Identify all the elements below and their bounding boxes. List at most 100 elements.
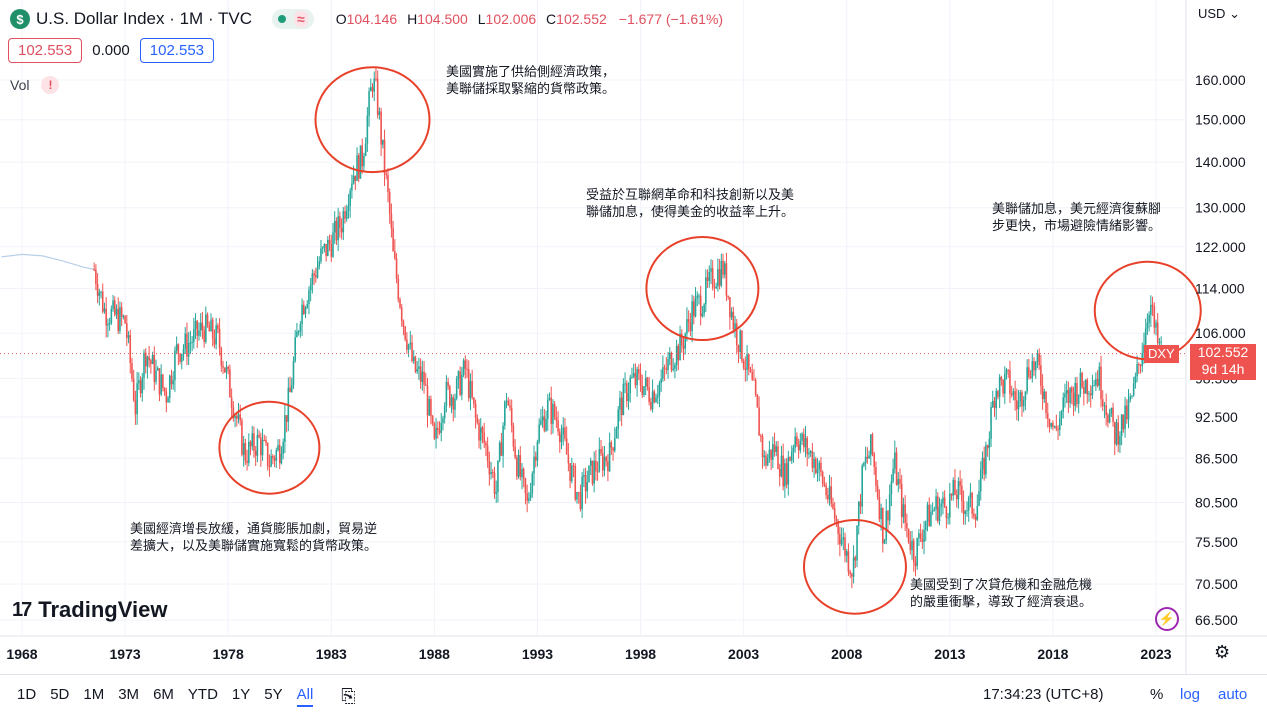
- candle: [892, 458, 894, 484]
- candle: [497, 460, 499, 503]
- candle: [589, 457, 592, 476]
- log-scale-toggle[interactable]: log: [1180, 686, 1201, 703]
- candle: [528, 491, 530, 504]
- candle: [883, 538, 886, 545]
- candle: [694, 287, 697, 318]
- range-1y[interactable]: 1Y: [231, 686, 251, 703]
- range-1d[interactable]: 1D: [17, 686, 37, 703]
- tradingview-mark-icon: 17: [12, 598, 32, 621]
- candle: [1107, 412, 1109, 428]
- range-3m[interactable]: 3M: [118, 686, 140, 703]
- candle: [809, 450, 812, 457]
- candle: [1072, 386, 1075, 416]
- candle: [318, 256, 321, 270]
- candle: [1081, 371, 1083, 389]
- candle: [967, 495, 970, 522]
- candle: [493, 466, 496, 499]
- candle: [440, 412, 443, 442]
- range-ytd[interactable]: YTD: [187, 686, 218, 703]
- candle: [122, 314, 125, 320]
- candle: [357, 153, 360, 183]
- candle: [1012, 388, 1015, 401]
- range-5d[interactable]: 5D: [50, 686, 70, 703]
- symbol-title[interactable]: U.S. Dollar Index · 1M · TVC: [36, 9, 253, 28]
- candle: [546, 393, 549, 431]
- percent-toggle[interactable]: %: [1150, 686, 1164, 703]
- candle: [375, 67, 377, 82]
- candle: [376, 70, 379, 119]
- candle: [746, 345, 748, 382]
- candle: [265, 435, 267, 446]
- volume-indicator[interactable]: Vol !: [10, 76, 60, 94]
- candle: [789, 456, 791, 462]
- candle: [677, 343, 680, 371]
- range-6m[interactable]: 6M: [153, 686, 174, 703]
- candle: [182, 344, 185, 361]
- candle: [378, 107, 381, 120]
- candle: [687, 310, 690, 333]
- candle: [674, 362, 676, 379]
- candle: [1110, 407, 1113, 418]
- calendar-icon[interactable]: ⎘: [341, 686, 356, 706]
- candle: [957, 477, 960, 509]
- candle: [1095, 372, 1097, 391]
- candle: [249, 440, 252, 456]
- currency-selector[interactable]: USD ⌄: [1198, 6, 1240, 22]
- warning-icon[interactable]: !: [41, 76, 60, 94]
- candle: [382, 139, 384, 149]
- candle: [766, 453, 769, 467]
- candle: [256, 428, 259, 463]
- candle: [232, 401, 235, 422]
- x-tick-label: 1998: [625, 646, 656, 662]
- candle: [1017, 390, 1020, 422]
- candle: [650, 397, 652, 411]
- buy-price-button[interactable]: 102.553: [139, 38, 215, 63]
- candle: [309, 278, 312, 302]
- candle: [399, 297, 401, 310]
- candle: [485, 440, 487, 457]
- candle: [768, 440, 771, 463]
- candle: [993, 397, 996, 417]
- candle: [479, 418, 482, 450]
- candle: [1005, 367, 1008, 380]
- candle: [120, 302, 123, 327]
- candle: [754, 377, 757, 397]
- candle: [1088, 390, 1090, 402]
- range-5y[interactable]: 5Y: [264, 686, 283, 703]
- candle: [311, 269, 314, 294]
- x-tick-label: 1988: [419, 646, 450, 662]
- lightning-icon[interactable]: ⚡: [1155, 607, 1179, 631]
- candle: [928, 497, 930, 527]
- candle: [1108, 408, 1111, 424]
- candle: [132, 369, 135, 402]
- range-1m[interactable]: 1M: [83, 686, 105, 703]
- candle: [1009, 360, 1011, 404]
- clock-time[interactable]: 17:34:23 (UTC+8): [983, 686, 1104, 703]
- candle: [876, 479, 879, 500]
- candle: [565, 426, 568, 455]
- candle: [1062, 392, 1065, 419]
- candle: [119, 301, 121, 334]
- candle: [373, 71, 376, 102]
- candle: [600, 439, 602, 456]
- gear-icon[interactable]: ⚙: [1214, 642, 1231, 662]
- candle: [969, 483, 972, 508]
- auto-scale-toggle[interactable]: auto: [1218, 686, 1248, 703]
- candle: [832, 497, 834, 510]
- market-status-pill[interactable]: ≈: [272, 9, 314, 29]
- candle: [150, 358, 152, 374]
- candle: [504, 400, 506, 430]
- candle: [723, 260, 726, 279]
- candle: [308, 286, 310, 315]
- candle: [806, 435, 809, 467]
- sell-price-button[interactable]: 102.553: [8, 38, 83, 63]
- candle: [608, 432, 611, 472]
- tradingview-logo[interactable]: 17 TradingView: [12, 597, 167, 623]
- candle: [869, 434, 872, 466]
- candle: [361, 138, 363, 174]
- candle: [784, 458, 786, 498]
- candle: [467, 360, 470, 402]
- range-all[interactable]: All: [296, 686, 314, 707]
- candle: [1022, 396, 1025, 413]
